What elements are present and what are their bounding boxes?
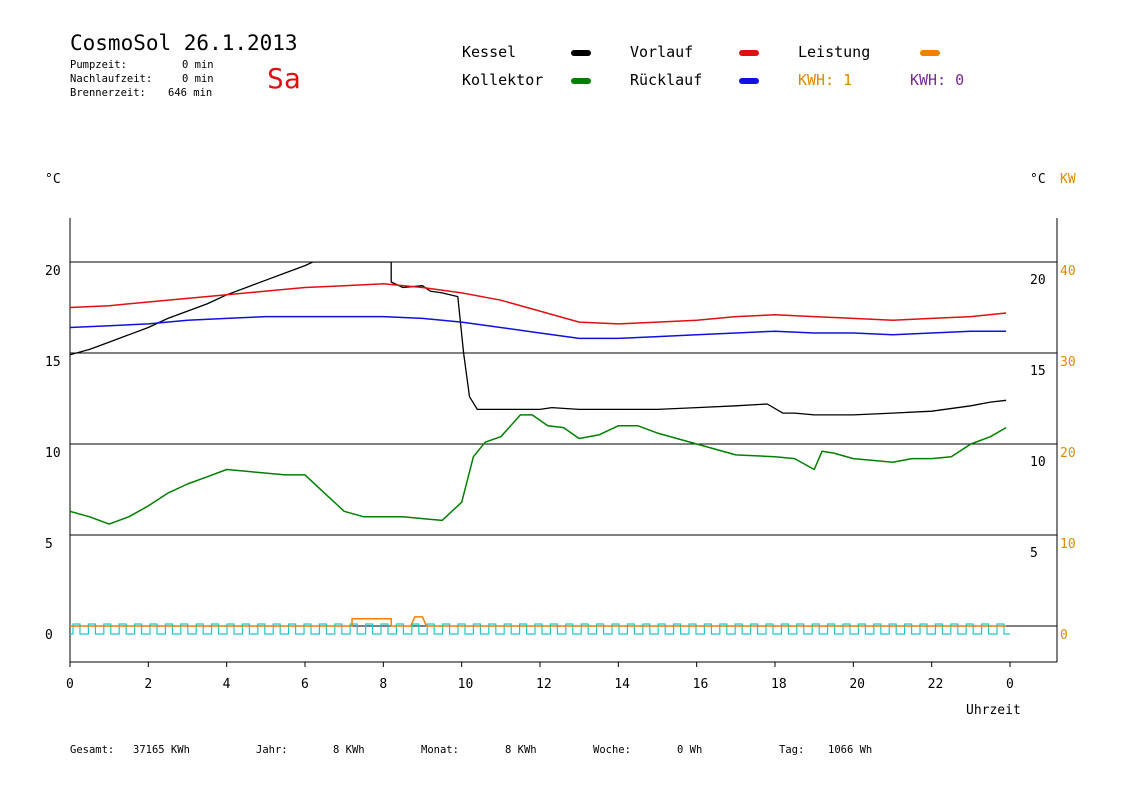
x-axis-title: Uhrzeit: [966, 703, 1021, 718]
stat-pumpzeit-label: Pumpzeit:: [70, 59, 127, 71]
series-line-ruecklauf: [70, 315, 1007, 340]
x-tick-label: 2: [144, 677, 152, 692]
y-kw-tick-label: 20: [1060, 446, 1076, 461]
x-tick-label: 0: [1006, 677, 1014, 692]
x-tick-label: 14: [614, 677, 630, 692]
y-left-tick-label: 5: [45, 537, 53, 552]
legend-kollektor-label: Kollektor: [462, 71, 544, 89]
x-tick-label: 18: [771, 677, 787, 692]
y-kw-tick-label: 30: [1060, 355, 1076, 370]
stat-nachlaufzeit-label: Nachlaufzeit:: [70, 73, 153, 85]
y-left-tick-label: 20: [45, 264, 61, 279]
footer-jahr-value: 8 KWh: [333, 744, 365, 756]
legend-kwh-purple: KWH: 0: [910, 71, 965, 89]
y-kw-tick-label: 0: [1060, 628, 1068, 643]
y-kw-tick-label: 10: [1060, 537, 1076, 552]
series-line-leistung: [70, 616, 1007, 627]
footer-monat-label: Monat:: [421, 744, 459, 756]
y-left-tick-label: 0: [45, 628, 53, 643]
stat-nachlaufzeit-value: 0 min: [182, 73, 214, 85]
chart-title: CosmoSol 26.1.2013: [70, 31, 298, 55]
x-tick-label: 6: [301, 677, 309, 692]
y-right-tick-label: 20: [1030, 273, 1046, 288]
footer-woche-value: 0 Wh: [677, 744, 703, 756]
legend-vorlauf-label: Vorlauf: [630, 43, 694, 61]
series-line-kollektor: [70, 414, 1007, 525]
x-tick-label: 12: [536, 677, 552, 692]
x-tick-label: 16: [693, 677, 709, 692]
y-left-tick-label: 15: [45, 355, 61, 370]
x-tick-label: 4: [223, 677, 231, 692]
y-right-tick-label: 15: [1030, 364, 1046, 379]
footer-monat-value: 8 KWh: [505, 744, 537, 756]
footer-woche-label: Woche:: [593, 744, 631, 756]
y-kw-tick-label: 40: [1060, 264, 1076, 279]
right-axis-unit-kw: KW: [1060, 172, 1076, 187]
footer-tag-value: 1066 Wh: [828, 744, 873, 756]
x-tick-label: 8: [379, 677, 387, 692]
stat-brennerzeit-label: Brennerzeit:: [70, 87, 146, 99]
legend-ruecklauf-label: Rücklauf: [630, 71, 703, 89]
series-line-vorlauf: [70, 283, 1007, 325]
footer-tag-label: Tag:: [779, 744, 805, 756]
legend-vorlauf-swatch: [739, 50, 759, 56]
series-line-kessel: [70, 262, 1007, 416]
x-tick-label: 0: [66, 677, 74, 692]
legend-leistung-swatch: [920, 50, 940, 56]
stat-brennerzeit-value: 646 min: [168, 87, 213, 99]
right-axis-unit-celsius: °C: [1030, 172, 1046, 187]
x-tick-label: 10: [458, 677, 474, 692]
y-right-tick-label: 10: [1030, 455, 1046, 470]
footer-gesamt-label: Gesamt:: [70, 744, 115, 756]
legend-ruecklauf-swatch: [739, 78, 759, 84]
x-tick-label: 20: [849, 677, 865, 692]
x-tick-label: 22: [928, 677, 944, 692]
legend-kessel-swatch: [571, 50, 591, 56]
y-right-tick-label: 5: [1030, 546, 1038, 561]
footer-jahr-label: Jahr:: [256, 744, 288, 756]
legend-kessel-label: Kessel: [462, 43, 517, 61]
legend-kwh-orange: KWH: 1: [798, 71, 853, 89]
left-axis-unit: °C: [45, 172, 61, 187]
footer-gesamt-value: 37165 KWh: [133, 744, 190, 756]
pump-status-trace: [70, 623, 1010, 635]
weekday-label: Sa: [267, 62, 301, 95]
y-left-tick-label: 10: [45, 446, 61, 461]
legend-kollektor-swatch: [571, 78, 591, 84]
legend-leistung-label: Leistung: [798, 43, 871, 61]
stat-pumpzeit-value: 0 min: [182, 59, 214, 71]
